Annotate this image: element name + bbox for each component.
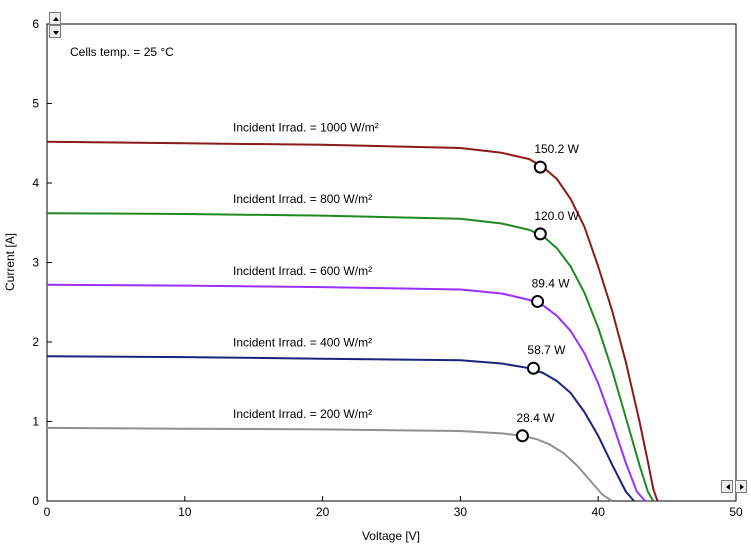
mpp-marker xyxy=(515,429,529,443)
scroll-up-button[interactable] xyxy=(49,12,61,25)
x-axis-title: Voltage [V] xyxy=(362,529,420,543)
series-label: Incident Irrad. = 400 W/m² xyxy=(233,335,372,349)
mpp-marker xyxy=(531,294,545,308)
series-label: Incident Irrad. = 200 W/m² xyxy=(233,407,372,421)
y-tick-label: 5 xyxy=(32,97,39,111)
mpp-power-label: 58.7 W xyxy=(527,343,566,357)
arrow-right-icon xyxy=(740,484,744,490)
series-line xyxy=(46,212,655,502)
axis-ticks: 0 10 20 30 40 50 0 1 2 3 4 5 6 xyxy=(32,17,743,519)
y-tick-label: 4 xyxy=(32,176,39,190)
mpp-marker xyxy=(526,361,540,375)
series-line xyxy=(46,426,613,502)
series-label: Incident Irrad. = 600 W/m² xyxy=(233,264,372,278)
plot-area xyxy=(46,23,737,502)
y-tick-label: 1 xyxy=(32,415,39,429)
series-layer xyxy=(46,140,659,502)
x-tick-label: 40 xyxy=(592,505,606,519)
x-tick-label: 20 xyxy=(316,505,330,519)
mpp-power-label: 150.2 W xyxy=(534,142,579,156)
mpp-power-label: 120.0 W xyxy=(534,209,579,223)
series-line xyxy=(46,283,646,502)
scroll-left-button[interactable] xyxy=(721,480,733,493)
mpp-marker xyxy=(533,227,547,241)
labels-layer: Incident Irrad. = 1000 W/m² 150.2 W Incide… xyxy=(233,121,580,425)
mpp-power-label: 89.4 W xyxy=(532,276,571,290)
y-tick-label: 0 xyxy=(32,494,39,508)
arrow-left-icon xyxy=(726,484,730,490)
series-label: Incident Irrad. = 800 W/m² xyxy=(233,192,372,206)
series-line xyxy=(46,355,635,502)
cells-temp-annotation: Cells temp. = 25 °C xyxy=(70,45,174,59)
y-tick-label: 6 xyxy=(32,17,39,31)
x-tick-label: 0 xyxy=(44,505,51,519)
y-tick-label: 2 xyxy=(32,335,39,349)
x-tick-label: 10 xyxy=(178,505,192,519)
y-axis-title: Current [A] xyxy=(3,233,17,291)
series-line xyxy=(46,140,659,502)
arrow-up-icon xyxy=(53,17,59,21)
scroll-down-button[interactable] xyxy=(49,25,61,38)
series-label: Incident Irrad. = 1000 W/m² xyxy=(233,121,379,135)
scroll-right-button[interactable] xyxy=(735,480,747,493)
x-tick-label: 30 xyxy=(454,505,468,519)
mpp-power-label: 28.4 W xyxy=(516,411,555,425)
x-tick-label: 50 xyxy=(729,505,743,519)
mpp-marker xyxy=(533,160,547,174)
arrow-down-icon xyxy=(53,31,59,35)
y-tick-label: 3 xyxy=(32,256,39,270)
